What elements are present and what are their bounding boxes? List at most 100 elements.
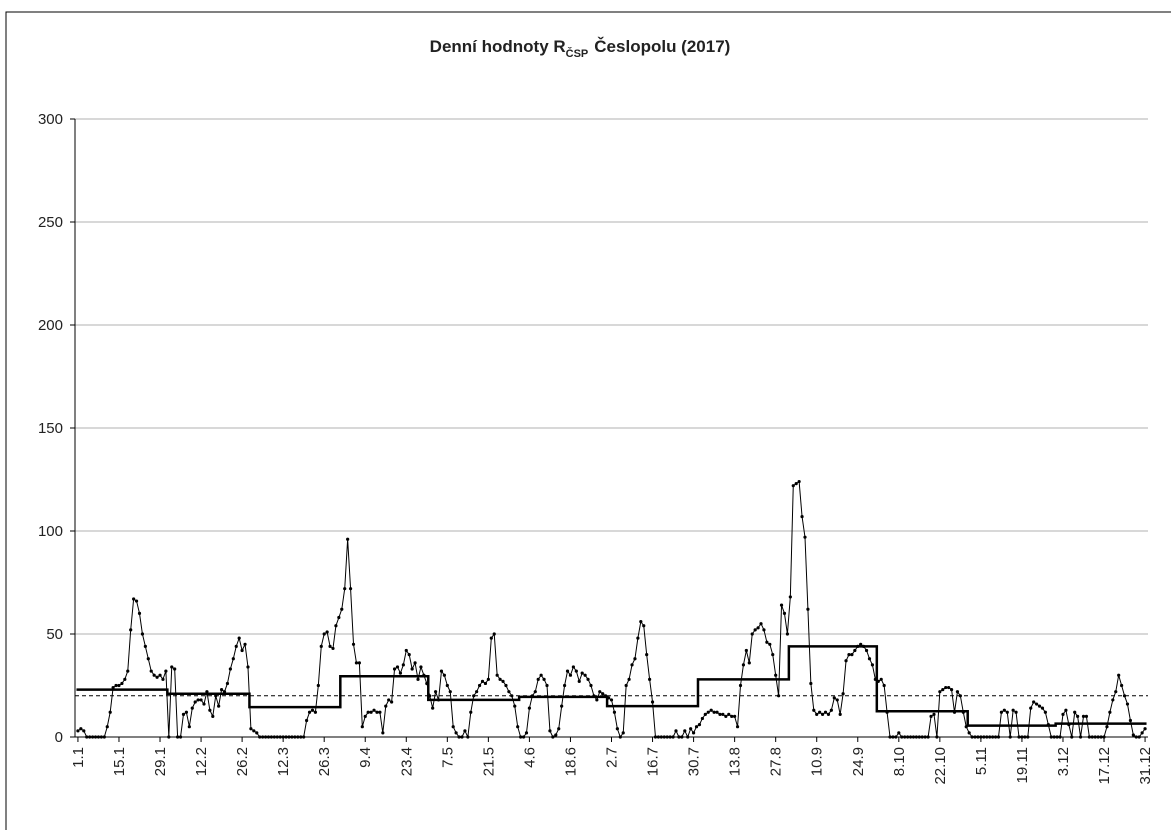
daily-point <box>677 735 681 739</box>
daily-point <box>938 690 942 694</box>
daily-point <box>392 667 397 671</box>
title-suffix: Česlopolu (2017) <box>594 37 730 56</box>
daily-point <box>255 731 259 735</box>
daily-point <box>724 714 728 719</box>
daily-point <box>545 683 549 688</box>
daily-point <box>941 688 945 692</box>
daily-point <box>1061 712 1065 716</box>
daily-point <box>261 735 265 739</box>
daily-point <box>296 735 300 739</box>
daily-point <box>1076 714 1080 719</box>
daily-point <box>1087 735 1091 739</box>
daily-point <box>691 731 696 735</box>
daily-point <box>1073 710 1077 714</box>
daily-point <box>99 735 103 739</box>
daily-point <box>1108 710 1112 714</box>
daily-point <box>475 690 479 694</box>
daily-point <box>129 628 133 632</box>
daily-point <box>149 669 153 673</box>
daily-point <box>372 708 376 712</box>
daily-point <box>609 698 614 702</box>
daily-point <box>900 735 904 739</box>
daily-point <box>993 735 998 739</box>
daily-point <box>595 698 599 702</box>
daily-point <box>105 725 109 729</box>
daily-point <box>791 484 795 488</box>
daily-point <box>390 700 394 704</box>
daily-point <box>777 694 781 698</box>
x-tick-label: 30.7 <box>686 747 703 776</box>
x-tick-label: 9.4 <box>357 747 374 768</box>
daily-point <box>750 632 754 636</box>
daily-point <box>1090 735 1094 739</box>
x-tick-label: 21.5 <box>480 747 497 776</box>
daily-point <box>249 727 253 731</box>
daily-point <box>278 735 282 739</box>
daily-point <box>93 735 98 739</box>
daily-point <box>565 669 570 673</box>
daily-point <box>1064 708 1068 712</box>
daily-point <box>477 683 482 688</box>
x-tick-label: 1.1 <box>70 747 87 768</box>
daily-point <box>665 735 669 739</box>
daily-point <box>85 735 89 739</box>
daily-point <box>1131 733 1135 737</box>
daily-point <box>178 735 183 739</box>
daily-point <box>519 735 523 739</box>
daily-point <box>234 644 238 648</box>
daily-point <box>284 735 288 739</box>
daily-point <box>530 694 534 698</box>
daily-point <box>988 735 992 739</box>
daily-point <box>771 653 775 657</box>
daily-point <box>363 714 367 719</box>
daily-point <box>433 690 438 694</box>
x-tick-label: 31.12 <box>1137 747 1154 785</box>
daily-point <box>850 653 854 657</box>
x-tick-label: 24.9 <box>850 747 867 776</box>
daily-point <box>126 669 130 673</box>
daily-point <box>199 698 203 702</box>
daily-point <box>513 704 517 708</box>
daily-point <box>357 661 361 665</box>
daily-point <box>337 615 341 620</box>
daily-point <box>812 708 816 712</box>
daily-point <box>451 725 455 729</box>
daily-point <box>844 659 848 663</box>
daily-point <box>949 688 954 692</box>
daily-point <box>480 679 485 683</box>
daily-point <box>369 710 373 714</box>
daily-point <box>568 673 573 677</box>
daily-point <box>472 694 476 698</box>
daily-point <box>460 735 464 739</box>
daily-point <box>926 735 930 739</box>
daily-point <box>612 710 617 714</box>
daily-point <box>885 710 889 714</box>
daily-point <box>747 661 751 665</box>
daily-point <box>1023 735 1027 739</box>
daily-point <box>167 735 171 739</box>
daily-point <box>498 677 502 681</box>
daily-point <box>999 710 1004 714</box>
daily-point <box>706 710 710 714</box>
daily-point <box>302 735 306 739</box>
daily-point <box>1070 735 1074 739</box>
daily-point <box>598 690 602 694</box>
daily-point <box>173 667 177 671</box>
daily-point <box>404 648 408 653</box>
x-tick-label: 5.11 <box>973 747 990 775</box>
daily-point <box>225 681 230 686</box>
daily-point <box>521 735 526 739</box>
daily-point <box>331 646 335 651</box>
daily-point <box>645 653 649 657</box>
chart-frame <box>5 11 1171 830</box>
daily-point <box>1034 702 1039 706</box>
daily-point <box>970 735 974 739</box>
daily-point <box>730 714 734 719</box>
daily-point <box>1122 694 1127 698</box>
daily-point <box>176 735 180 739</box>
daily-point <box>694 725 699 729</box>
daily-point <box>190 706 194 710</box>
x-tick-label: 17.12 <box>1096 747 1113 785</box>
daily-point <box>319 644 323 648</box>
